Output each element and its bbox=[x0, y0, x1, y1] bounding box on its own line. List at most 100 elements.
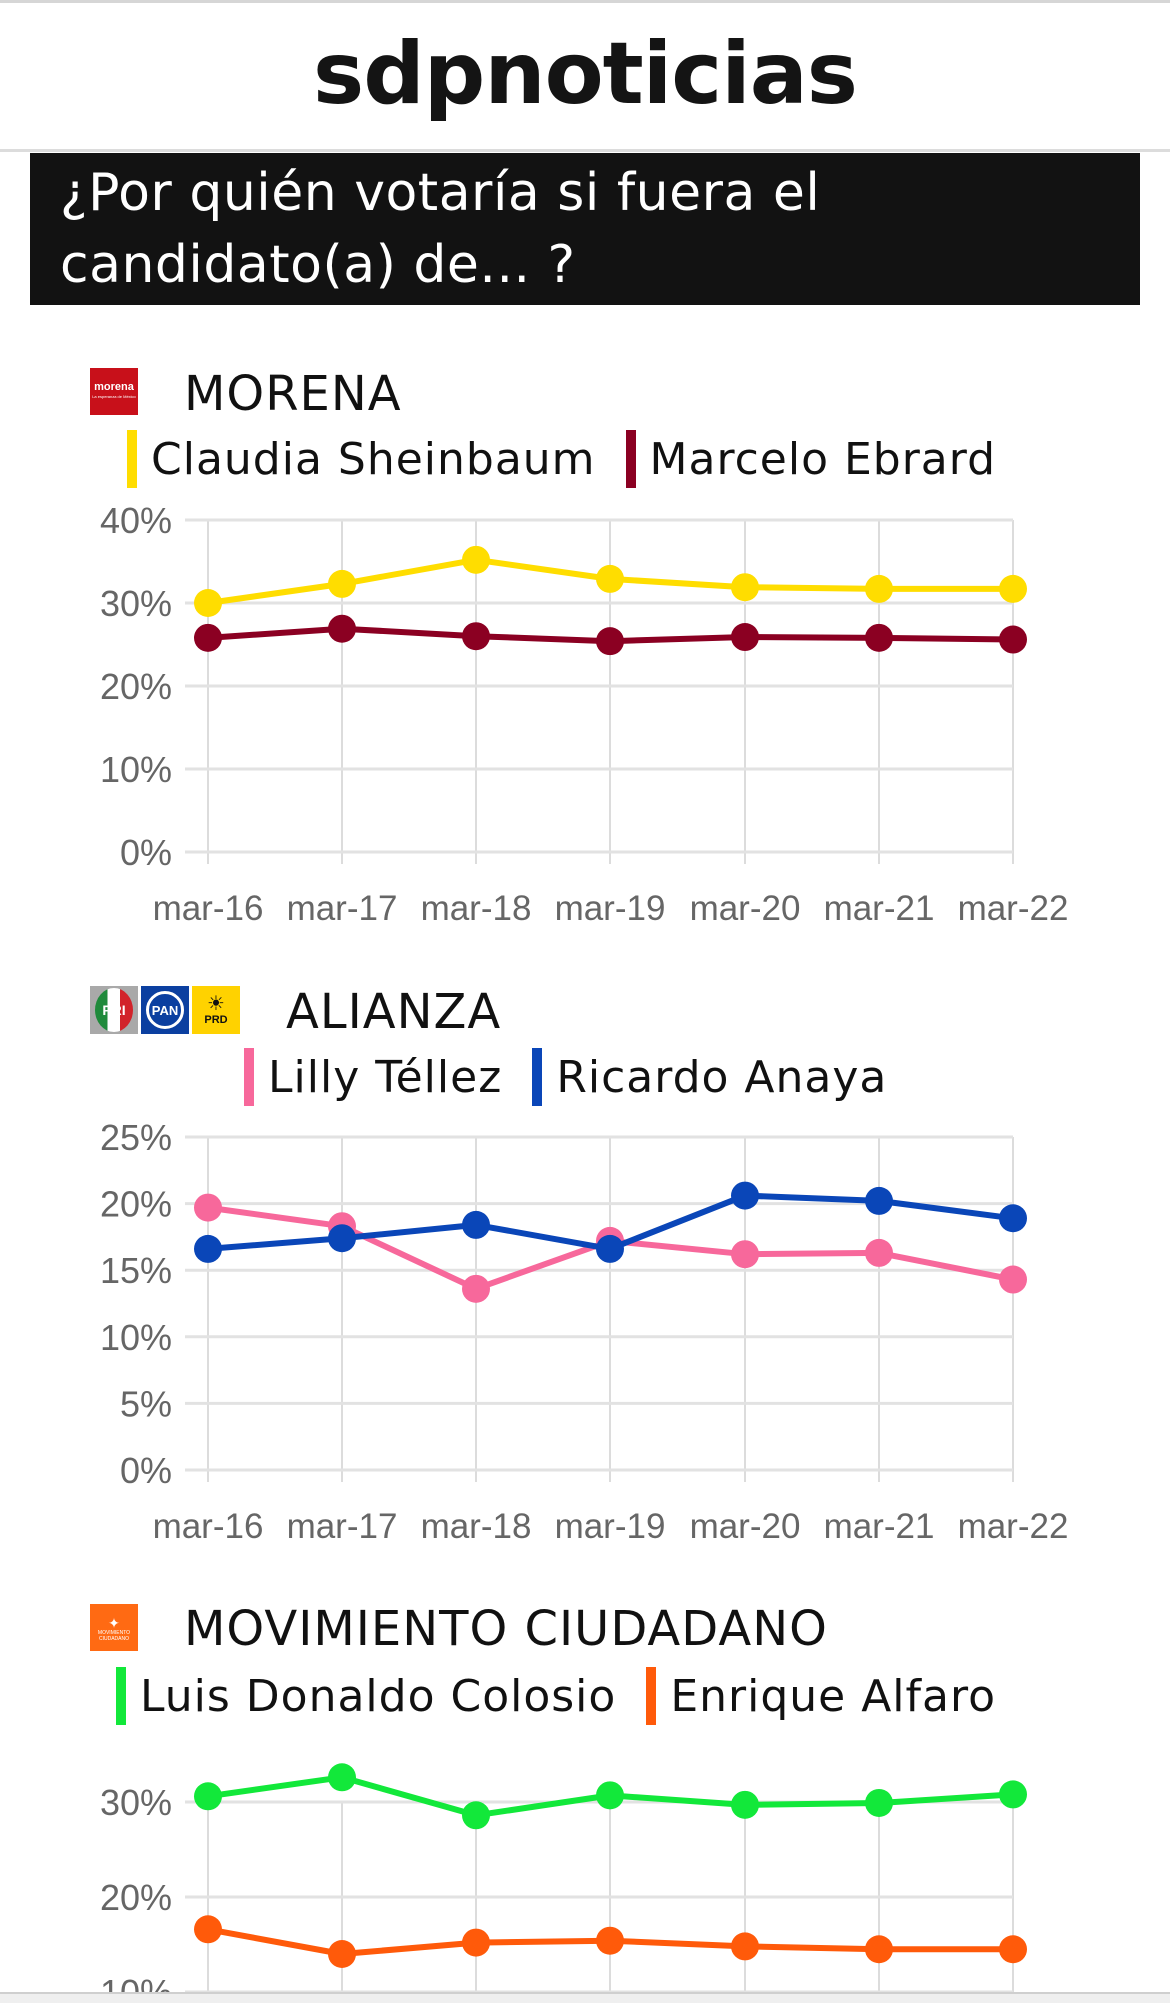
party-title-alianza: ALIANZA bbox=[286, 984, 502, 1040]
data-point-marker[interactable] bbox=[865, 1238, 893, 1267]
legend-item-colosio: Luis Donaldo Colosio bbox=[116, 1667, 616, 1725]
x-tick-label: mar-21 bbox=[824, 1507, 935, 1546]
data-point-marker[interactable] bbox=[596, 564, 624, 593]
x-tick-label: mar-20 bbox=[690, 1507, 801, 1546]
prd-logo-text: PRD bbox=[204, 1014, 228, 1026]
y-tick-label: 25% bbox=[100, 1117, 172, 1158]
legend-mc: Luis Donaldo Colosio Enrique Alfaro bbox=[116, 1667, 1026, 1725]
legend-swatch-sheinbaum bbox=[127, 430, 137, 488]
data-point-marker[interactable] bbox=[596, 1781, 624, 1810]
header-divider bbox=[0, 149, 1170, 152]
legend-alianza: Lilly Téllez Ricardo Anaya bbox=[244, 1048, 917, 1106]
x-tick-label: mar-22 bbox=[958, 1507, 1069, 1546]
line-chart-svg: 10%20%30% bbox=[100, 1763, 1027, 2001]
data-point-marker[interactable] bbox=[462, 1928, 490, 1957]
data-point-marker[interactable] bbox=[194, 623, 222, 652]
y-tick-label: 40% bbox=[100, 500, 172, 541]
data-point-marker[interactable] bbox=[865, 623, 893, 652]
chart-mc: 10% 20% 30% bbox=[0, 1740, 1170, 2001]
legend-item-sheinbaum: Claudia Sheinbaum bbox=[127, 430, 596, 488]
data-point-marker[interactable] bbox=[999, 574, 1027, 603]
data-point-marker[interactable] bbox=[194, 1782, 222, 1811]
data-point-marker[interactable] bbox=[328, 1763, 356, 1792]
legend-item-ebrard: Marcelo Ebrard bbox=[625, 430, 997, 488]
data-point-marker[interactable] bbox=[865, 574, 893, 603]
data-point-marker[interactable] bbox=[194, 589, 222, 617]
chart-morena: 0% 10% 20% 30% 40% mar-16 mar-17 mar-18 mar-19 ma… bbox=[0, 490, 1170, 940]
legend-label: Lilly Téllez bbox=[268, 1051, 503, 1103]
data-point-marker[interactable] bbox=[462, 1210, 490, 1239]
data-point-marker[interactable] bbox=[999, 1935, 1027, 1964]
data-point-marker[interactable] bbox=[194, 1234, 222, 1263]
legend-swatch-tellez bbox=[244, 1048, 254, 1106]
data-point-marker[interactable] bbox=[328, 569, 356, 598]
data-point-marker[interactable] bbox=[194, 1915, 222, 1944]
mc-logo: ✦ MOVIMIENTO CIUDADANO bbox=[90, 1604, 138, 1651]
x-tick-label: mar-21 bbox=[824, 889, 935, 928]
banner-line-2: candidato(a) de... ? bbox=[60, 235, 576, 295]
data-point-marker[interactable] bbox=[462, 1801, 490, 1830]
y-tick-label: 20% bbox=[100, 1184, 172, 1225]
legend-swatch-alfaro bbox=[646, 1667, 657, 1725]
pri-logo: PRI bbox=[90, 986, 138, 1034]
y-tick-label: 0% bbox=[120, 1450, 172, 1491]
data-point-marker[interactable] bbox=[731, 573, 759, 602]
legend-label: Ricardo Anaya bbox=[556, 1051, 888, 1103]
chart-alianza: 0% 5% 10% 15% 20% 25% mar-16 mar-17 mar-18 mar-19… bbox=[0, 1110, 1170, 1560]
data-point-marker[interactable] bbox=[596, 627, 624, 656]
data-point-marker[interactable] bbox=[731, 1240, 759, 1269]
x-tick-label: mar-18 bbox=[421, 889, 532, 928]
data-point-marker[interactable] bbox=[999, 1265, 1027, 1294]
data-point-marker[interactable] bbox=[328, 1940, 356, 1968]
legend-item-anaya: Ricardo Anaya bbox=[532, 1048, 887, 1106]
morena-logo: morena La esperanza de México bbox=[90, 368, 138, 415]
y-tick-label: 5% bbox=[120, 1383, 172, 1424]
site-logo[interactable]: sdpnoticias bbox=[313, 23, 858, 124]
data-point-marker[interactable] bbox=[731, 1790, 759, 1819]
legend-label: Marcelo Ebrard bbox=[649, 433, 997, 485]
data-point-marker[interactable] bbox=[596, 1926, 624, 1955]
data-point-marker[interactable] bbox=[865, 1788, 893, 1817]
legend-swatch-anaya bbox=[532, 1048, 543, 1106]
data-point-marker[interactable] bbox=[731, 1932, 759, 1961]
data-point-marker[interactable] bbox=[731, 623, 759, 652]
data-point-marker[interactable] bbox=[328, 1224, 356, 1253]
legend-label: Claudia Sheinbaum bbox=[151, 433, 596, 485]
data-point-marker[interactable] bbox=[328, 614, 356, 643]
x-tick-label: mar-17 bbox=[287, 1507, 398, 1546]
mc-logo-text: MOVIMIENTO CIUDADANO bbox=[97, 1630, 131, 1642]
data-point-marker[interactable] bbox=[865, 1935, 893, 1964]
data-point-marker[interactable] bbox=[865, 1186, 893, 1215]
legend-swatch-colosio bbox=[116, 1667, 126, 1725]
pan-logo: PAN bbox=[141, 986, 189, 1034]
bottom-scroll-bar bbox=[0, 1992, 1170, 2003]
top-rule bbox=[0, 0, 1170, 3]
y-tick-label: 20% bbox=[100, 1877, 172, 1918]
x-tick-label: mar-22 bbox=[958, 889, 1069, 928]
data-point-marker[interactable] bbox=[999, 1780, 1027, 1809]
x-tick-label: mar-16 bbox=[153, 889, 264, 928]
data-point-marker[interactable] bbox=[999, 625, 1027, 654]
line-chart-svg: 0% 10% 20% 30% 40% mar-16 mar-17 mar-18 mar-19 ma… bbox=[100, 500, 1069, 928]
question-banner: ¿Por quién votaría si fuera el candidato… bbox=[30, 153, 1140, 305]
party-title-mc: MOVIMIENTO CIUDADANO bbox=[184, 1601, 828, 1657]
data-point-marker[interactable] bbox=[194, 1193, 222, 1222]
legend-morena: Claudia Sheinbaum Marcelo Ebrard bbox=[127, 430, 1026, 488]
sun-icon: ☀ bbox=[207, 993, 225, 1015]
y-tick-label: 10% bbox=[100, 1317, 172, 1358]
legend-label: Luis Donaldo Colosio bbox=[140, 1670, 617, 1722]
legend-label: Enrique Alfaro bbox=[670, 1670, 997, 1722]
data-point-marker[interactable] bbox=[462, 1274, 490, 1303]
data-point-marker[interactable] bbox=[462, 545, 490, 574]
y-tick-label: 30% bbox=[100, 583, 172, 624]
data-point-marker[interactable] bbox=[999, 1204, 1027, 1233]
x-tick-label: mar-19 bbox=[555, 1507, 666, 1546]
masthead: sdpnoticias bbox=[0, 3, 1170, 150]
data-point-marker[interactable] bbox=[731, 1181, 759, 1210]
data-point-marker[interactable] bbox=[462, 622, 490, 651]
data-point-marker[interactable] bbox=[596, 1234, 624, 1263]
y-tick-label: 20% bbox=[100, 666, 172, 707]
party-title-morena: MORENA bbox=[184, 366, 402, 422]
y-tick-label: 30% bbox=[100, 1782, 172, 1823]
x-tick-label: mar-18 bbox=[421, 1507, 532, 1546]
